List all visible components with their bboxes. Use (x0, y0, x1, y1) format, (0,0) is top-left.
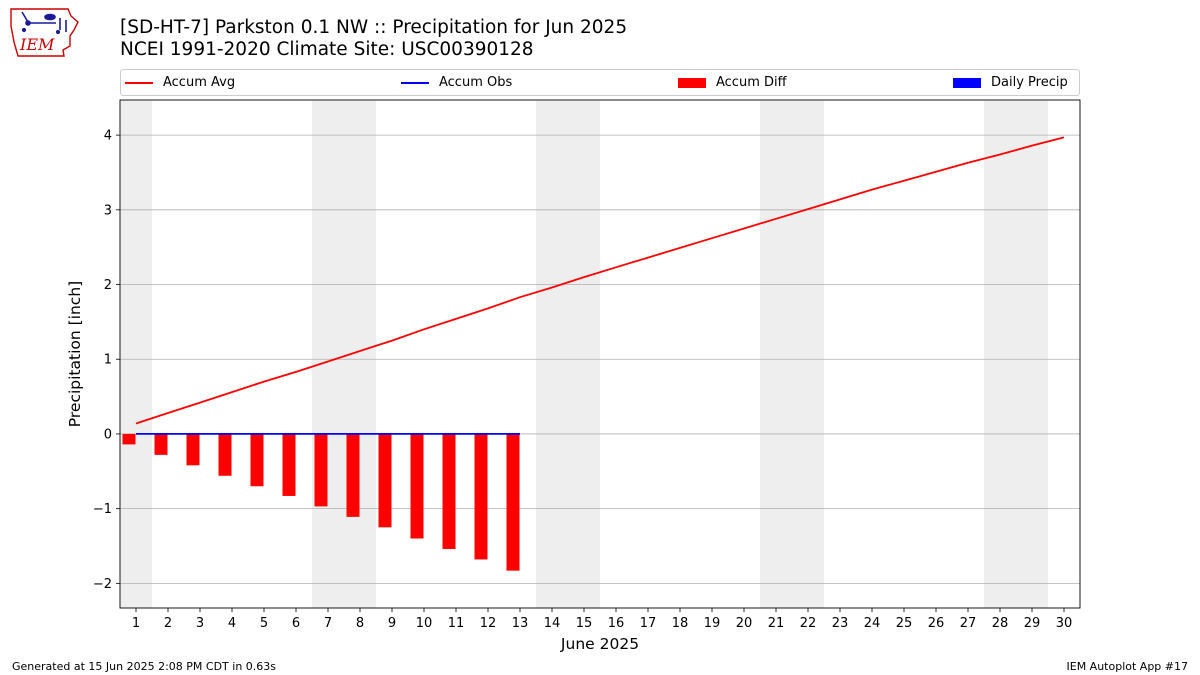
legend-swatch-accum-obs (401, 81, 429, 84)
legend-item-daily-precip: Daily Precip (953, 70, 1068, 95)
y-tick-label: 4 (104, 129, 112, 144)
x-tick-label: 13 (512, 616, 529, 631)
x-tick-label: 22 (800, 616, 817, 631)
x-tick-label: 28 (992, 616, 1009, 631)
weekend-shade-5 (984, 100, 1048, 608)
legend-label-accum-obs: Accum Obs (439, 75, 513, 90)
accum-diff-bar-10 (410, 433, 424, 539)
x-tick-label: 9 (388, 616, 396, 631)
iowa-outline-icon (10, 8, 79, 57)
accum-diff-bar-11 (442, 433, 456, 549)
x-tick-label: 29 (1024, 616, 1041, 631)
accum-diff-bar-6 (282, 433, 296, 496)
x-tick-label: 10 (416, 616, 433, 631)
x-tick-label: 30 (1056, 616, 1073, 631)
x-tick-label: 17 (640, 616, 657, 631)
legend-item-accum-avg: Accum Avg (125, 70, 235, 95)
x-axis-label: June 2025 (560, 635, 639, 653)
x-tick-label: 4 (228, 616, 236, 631)
chart-title-line-2: NCEI 1991-2020 Climate Site: USC00390128 (120, 39, 534, 60)
accum-avg-line (135, 136, 1065, 425)
accum-diff-bar-2 (154, 433, 168, 455)
accum-diff-bar-4 (218, 433, 232, 476)
x-tick-label: 16 (608, 616, 625, 631)
legend-swatch-daily-precip (953, 77, 981, 88)
weekend-shade-1 (120, 100, 152, 608)
logo-text: IEM (19, 35, 55, 54)
y-tick-label: 0 (104, 427, 112, 442)
plot-frame (119, 99, 1081, 609)
footer-generated-text: Generated at 15 Jun 2025 2:08 PM CDT in … (12, 660, 277, 673)
y-tick-label: 2 (104, 278, 112, 293)
legend-label-daily-precip: Daily Precip (991, 75, 1068, 90)
accum-diff-bar-7 (314, 433, 328, 507)
x-tick-label: 11 (448, 616, 465, 631)
x-tick-label: 7 (324, 616, 332, 631)
x-tick-label: 15 (576, 616, 593, 631)
legend-label-accum-diff: Accum Diff (716, 75, 787, 90)
iem-logo: IEM (10, 8, 79, 57)
accum-diff-bar-8 (346, 433, 360, 517)
weekend-shade-3 (536, 100, 600, 608)
x-tick-label: 3 (196, 616, 204, 631)
y-tick-label: −2 (93, 577, 112, 592)
x-tick-label: 19 (704, 616, 721, 631)
y-axis-label: Precipitation [inch] (66, 281, 84, 427)
legend-swatch-accum-avg (125, 81, 153, 84)
accum-diff-bar-12 (474, 433, 488, 560)
footer-app-text: IEM Autoplot App #17 (1066, 660, 1189, 673)
y-tick-label: 1 (104, 353, 112, 368)
x-tick-label: 24 (864, 616, 881, 631)
y-tick-label: −1 (93, 502, 112, 517)
legend-label-accum-avg: Accum Avg (163, 75, 236, 90)
x-tick-label: 1 (132, 616, 140, 631)
weekend-shade-2 (312, 100, 376, 608)
weekend-shade-4 (760, 100, 824, 608)
accum-diff-bar-9 (378, 433, 392, 528)
y-tick-label: 3 (104, 203, 112, 218)
accum-diff-bar-5 (250, 433, 264, 487)
x-tick-label: 21 (768, 616, 785, 631)
accum-diff-bar-13 (506, 433, 520, 571)
x-tick-label: 25 (896, 616, 913, 631)
x-tick-label: 20 (736, 616, 753, 631)
legend-item-accum-obs: Accum Obs (401, 70, 512, 95)
legend-swatch-accum-diff (678, 77, 706, 88)
x-tick-label: 18 (672, 616, 689, 631)
x-tick-label: 5 (260, 616, 268, 631)
accum-diff-bar-1 (122, 433, 136, 445)
legend-item-accum-diff: Accum Diff (678, 70, 787, 95)
chart-title-line-1: [SD-HT-7] Parkston 0.1 NW :: Precipitati… (120, 17, 628, 38)
accum-diff-bar-3 (186, 433, 200, 466)
x-tick-label: 26 (928, 616, 945, 631)
x-tick-label: 6 (292, 616, 300, 631)
x-tick-label: 23 (832, 616, 849, 631)
chart-legend: Accum Avg Accum Obs Accum Diff Daily Pre… (120, 69, 1080, 96)
x-tick-label: 12 (480, 616, 497, 631)
x-tick-label: 27 (960, 616, 977, 631)
x-tick-label: 2 (164, 616, 172, 631)
x-tick-label: 8 (356, 616, 364, 631)
weather-symbols-icon (21, 11, 67, 35)
x-tick-label: 14 (544, 616, 561, 631)
